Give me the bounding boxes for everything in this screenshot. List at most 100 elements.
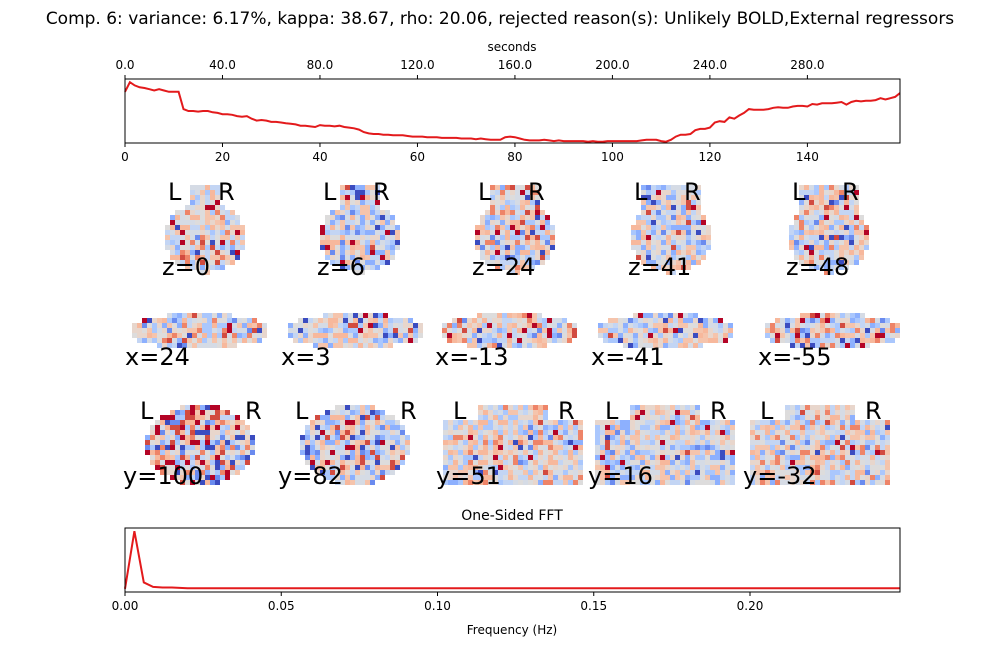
voxel bbox=[215, 440, 220, 445]
voxel bbox=[227, 338, 232, 343]
voxel bbox=[815, 460, 820, 465]
voxel bbox=[640, 480, 645, 485]
voxel bbox=[325, 450, 330, 455]
voxel bbox=[775, 470, 780, 475]
voxel bbox=[518, 465, 523, 470]
voxel bbox=[345, 465, 350, 470]
voxel bbox=[375, 460, 380, 465]
voxel bbox=[533, 450, 538, 455]
voxel bbox=[815, 420, 820, 425]
voxel bbox=[725, 475, 730, 480]
voxel bbox=[508, 420, 513, 425]
voxel bbox=[553, 425, 558, 430]
voxel bbox=[175, 425, 180, 430]
voxel bbox=[789, 230, 794, 235]
voxel bbox=[305, 450, 310, 455]
voxel bbox=[686, 260, 691, 265]
voxel bbox=[623, 318, 628, 323]
voxel bbox=[167, 333, 172, 338]
voxel bbox=[190, 235, 195, 240]
voxel bbox=[195, 410, 200, 415]
voxel bbox=[533, 480, 538, 485]
left-marker: L bbox=[323, 178, 337, 206]
voxel bbox=[725, 440, 730, 445]
voxel bbox=[688, 338, 693, 343]
voxel bbox=[385, 430, 390, 435]
voxel bbox=[646, 215, 651, 220]
voxel bbox=[170, 460, 175, 465]
voxel bbox=[840, 410, 845, 415]
voxel bbox=[780, 318, 785, 323]
voxel bbox=[492, 318, 497, 323]
voxel bbox=[598, 328, 603, 333]
voxel bbox=[195, 230, 200, 235]
voxel bbox=[553, 465, 558, 470]
voxel bbox=[650, 475, 655, 480]
right-marker: R bbox=[558, 397, 575, 425]
voxel bbox=[170, 230, 175, 235]
voxel bbox=[418, 333, 423, 338]
voxel bbox=[578, 445, 583, 450]
voxel bbox=[220, 225, 225, 230]
voxel bbox=[355, 230, 360, 235]
voxel bbox=[701, 245, 706, 250]
voxel bbox=[482, 318, 487, 323]
voxel bbox=[222, 318, 227, 323]
voxel bbox=[824, 210, 829, 215]
voxel bbox=[335, 240, 340, 245]
voxel bbox=[814, 195, 819, 200]
voxel bbox=[467, 343, 472, 348]
voxel bbox=[485, 260, 490, 265]
voxel bbox=[635, 420, 640, 425]
voxel bbox=[453, 425, 458, 430]
voxel bbox=[180, 255, 185, 260]
right-marker: R bbox=[400, 397, 417, 425]
voxel bbox=[200, 235, 205, 240]
voxel bbox=[655, 435, 660, 440]
voxel bbox=[755, 465, 760, 470]
voxel bbox=[681, 245, 686, 250]
voxel bbox=[671, 245, 676, 250]
voxel bbox=[350, 195, 355, 200]
voxel bbox=[150, 440, 155, 445]
voxel bbox=[225, 440, 230, 445]
voxel bbox=[540, 220, 545, 225]
voxel bbox=[665, 425, 670, 430]
voxel bbox=[182, 313, 187, 318]
voxel bbox=[815, 440, 820, 445]
voxel bbox=[691, 230, 696, 235]
voxel bbox=[681, 230, 686, 235]
voxel bbox=[646, 195, 651, 200]
voxel bbox=[200, 465, 205, 470]
voxel bbox=[675, 475, 680, 480]
voxel bbox=[605, 425, 610, 430]
voxel bbox=[360, 410, 365, 415]
voxel bbox=[375, 265, 380, 270]
voxel bbox=[680, 420, 685, 425]
voxel bbox=[553, 460, 558, 465]
voxel bbox=[650, 465, 655, 470]
voxel bbox=[765, 430, 770, 435]
voxel bbox=[237, 338, 242, 343]
voxel bbox=[513, 425, 518, 430]
voxel bbox=[467, 328, 472, 333]
voxel bbox=[318, 328, 323, 333]
voxel bbox=[360, 430, 365, 435]
voxel bbox=[819, 205, 824, 210]
voxel bbox=[680, 475, 685, 480]
voxel bbox=[257, 333, 262, 338]
voxel bbox=[195, 255, 200, 260]
voxel bbox=[355, 220, 360, 225]
voxel bbox=[515, 265, 520, 270]
voxel bbox=[442, 323, 447, 328]
voxel bbox=[850, 410, 855, 415]
brain-slice: x=-13 bbox=[435, 313, 577, 371]
voxel bbox=[360, 270, 365, 275]
voxel bbox=[365, 235, 370, 240]
voxel bbox=[298, 338, 303, 343]
top-tick-label: 120.0 bbox=[400, 58, 434, 72]
voxel bbox=[165, 420, 170, 425]
voxel bbox=[245, 430, 250, 435]
voxel bbox=[530, 205, 535, 210]
